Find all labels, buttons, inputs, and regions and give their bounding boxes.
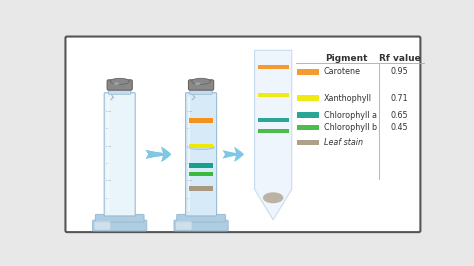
- Bar: [258, 118, 289, 122]
- Ellipse shape: [110, 78, 129, 84]
- Bar: [188, 147, 215, 214]
- Text: Rf value: Rf value: [379, 54, 420, 63]
- FancyBboxPatch shape: [177, 214, 226, 222]
- Ellipse shape: [195, 82, 201, 85]
- FancyBboxPatch shape: [94, 221, 110, 230]
- FancyBboxPatch shape: [174, 220, 228, 231]
- FancyBboxPatch shape: [107, 80, 132, 90]
- Bar: [258, 93, 289, 97]
- Bar: [189, 144, 213, 148]
- FancyBboxPatch shape: [65, 36, 420, 232]
- Bar: [107, 97, 109, 211]
- Bar: [297, 95, 319, 101]
- Text: 0.45: 0.45: [391, 123, 408, 132]
- Bar: [297, 140, 319, 146]
- Bar: [189, 163, 213, 168]
- FancyBboxPatch shape: [104, 93, 135, 216]
- FancyBboxPatch shape: [190, 88, 212, 94]
- FancyBboxPatch shape: [92, 220, 147, 231]
- FancyBboxPatch shape: [95, 214, 144, 222]
- Text: Pigment: Pigment: [326, 54, 368, 63]
- Bar: [188, 97, 190, 211]
- Text: 0.95: 0.95: [391, 68, 408, 76]
- Ellipse shape: [263, 192, 283, 203]
- Bar: [258, 129, 289, 133]
- Text: Xanthophyll: Xanthophyll: [324, 94, 372, 103]
- Bar: [297, 112, 319, 118]
- Bar: [258, 65, 289, 69]
- Text: Chlorophyll b: Chlorophyll b: [324, 123, 377, 132]
- FancyBboxPatch shape: [189, 80, 214, 90]
- Bar: [189, 118, 213, 123]
- Polygon shape: [255, 50, 292, 220]
- FancyBboxPatch shape: [176, 221, 191, 230]
- Bar: [189, 186, 213, 191]
- Text: 0.71: 0.71: [391, 94, 408, 103]
- Bar: [297, 69, 319, 75]
- Text: 0.65: 0.65: [391, 111, 408, 120]
- Ellipse shape: [114, 82, 119, 85]
- Text: Carotene: Carotene: [324, 68, 361, 76]
- Text: Chlorophyll a: Chlorophyll a: [324, 111, 376, 120]
- Ellipse shape: [191, 78, 210, 84]
- Ellipse shape: [188, 146, 214, 149]
- Bar: [297, 125, 319, 130]
- Bar: [189, 172, 213, 176]
- FancyBboxPatch shape: [186, 93, 217, 216]
- Text: Leaf stain: Leaf stain: [324, 138, 363, 147]
- FancyBboxPatch shape: [109, 88, 131, 94]
